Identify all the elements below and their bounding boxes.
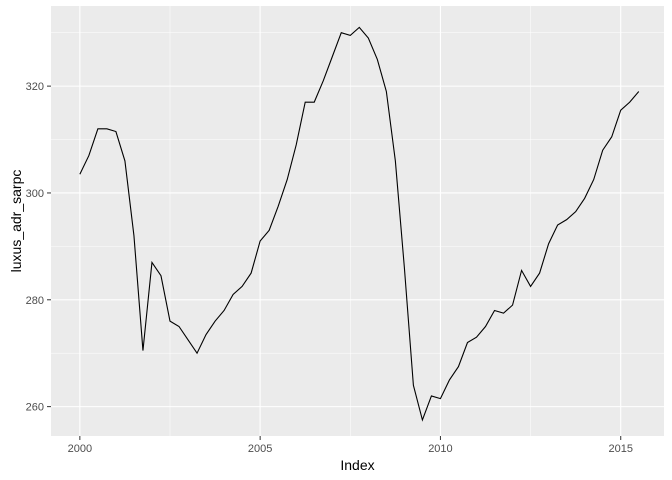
- x-axis: 2000 2005 2010 2015: [68, 436, 633, 455]
- x-tick-label: 2015: [608, 443, 632, 455]
- y-tick-label: 300: [26, 188, 44, 200]
- x-tick-label: 2010: [428, 443, 452, 455]
- y-axis-title: luxus_adr_sarpc: [8, 170, 24, 273]
- x-axis-title: Index: [340, 457, 374, 473]
- grid-major: [51, 6, 664, 436]
- y-tick-label: 320: [26, 81, 44, 93]
- y-axis: 260 280 300 320: [26, 81, 51, 414]
- x-tick-label: 2000: [68, 443, 92, 455]
- grid-minor: [51, 6, 664, 436]
- y-tick-label: 260: [26, 402, 44, 414]
- x-tick-label: 2005: [248, 443, 272, 455]
- plot-panel: [51, 6, 664, 436]
- y-tick-label: 280: [26, 295, 44, 307]
- series-line: [79, 26, 640, 422]
